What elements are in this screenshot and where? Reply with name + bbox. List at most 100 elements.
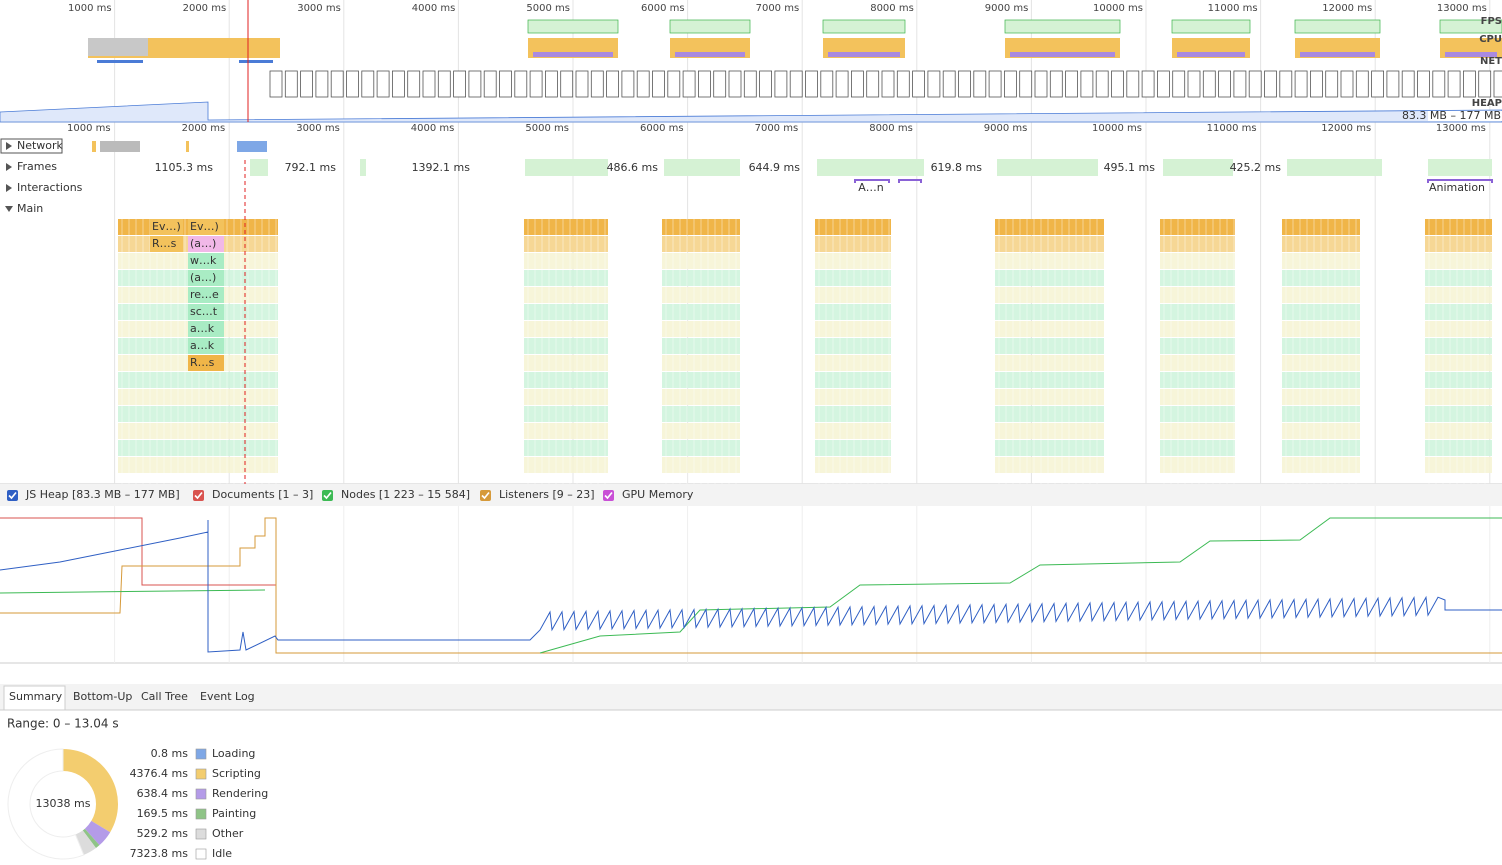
flame-entry-label: R…s <box>152 237 177 250</box>
fps-bar <box>669 19 751 34</box>
summary-category: Loading <box>212 747 255 760</box>
screenshot-thumb <box>789 70 803 98</box>
flame-block <box>524 304 608 320</box>
frame-bar <box>1287 159 1382 176</box>
screenshot-thumb <box>621 70 635 98</box>
flame-block <box>815 372 891 388</box>
flame-block <box>524 355 608 371</box>
summary-category: Idle <box>212 847 232 860</box>
flame-block <box>1160 440 1235 456</box>
screenshot-thumb <box>514 70 528 98</box>
overview-tick-label: 13000 ms <box>1437 3 1487 14</box>
overview-tick-label: 1000 ms <box>68 3 112 14</box>
screenshot-thumb <box>636 70 650 98</box>
screenshot-thumb <box>728 70 742 98</box>
flame-block <box>815 304 891 320</box>
expand-toggle[interactable] <box>6 163 12 171</box>
fps-bar <box>822 19 906 34</box>
interaction-label: A…n <box>858 181 884 194</box>
screenshot-thumb <box>927 70 941 98</box>
flame-block <box>1160 406 1235 422</box>
legend-checkbox[interactable] <box>603 490 614 501</box>
tab[interactable]: Bottom-Up <box>73 690 132 703</box>
screenshot-thumb <box>1202 70 1216 98</box>
screenshot-thumb <box>1264 70 1277 98</box>
flame-block <box>995 304 1104 320</box>
flame-block <box>995 355 1104 371</box>
flame-block <box>995 321 1104 337</box>
expand-toggle[interactable] <box>6 142 12 150</box>
timeline-tick-label: 8000 ms <box>869 123 913 134</box>
frame-bar <box>1163 159 1233 176</box>
track-label[interactable]: Interactions <box>17 181 83 194</box>
flame-entry <box>188 219 224 235</box>
screenshot-thumb <box>560 70 574 98</box>
flame-block <box>524 457 608 473</box>
network-request <box>92 141 96 152</box>
flame-block <box>1425 457 1492 473</box>
flame-block <box>1160 236 1235 252</box>
flame-block <box>524 321 608 337</box>
legend-checkbox[interactable] <box>322 490 333 501</box>
screenshot-thumb <box>407 70 421 98</box>
screenshot-thumb <box>896 70 910 98</box>
donut-segment <box>75 830 96 855</box>
screenshot-thumb <box>713 70 727 98</box>
flame-block <box>1425 338 1492 354</box>
fps-bar <box>1004 19 1121 34</box>
screenshot-thumb <box>1248 70 1262 98</box>
screenshot-thumb <box>330 70 344 98</box>
screenshot-thumb <box>1126 70 1140 98</box>
flame-block <box>815 253 891 269</box>
tab[interactable]: Call Tree <box>141 690 188 703</box>
frame-duration: 486.6 ms <box>607 161 659 174</box>
net-bar <box>239 60 273 63</box>
screenshot-thumb <box>1187 70 1201 98</box>
js-heap-line <box>0 520 1502 653</box>
legend-checkbox[interactable] <box>7 490 18 501</box>
summary-swatch <box>195 788 207 800</box>
screenshot-thumb <box>1417 70 1430 98</box>
track-label[interactable]: Main <box>17 202 43 215</box>
flame-block <box>995 219 1104 235</box>
screenshot-thumb <box>1111 70 1124 98</box>
screenshot-thumb <box>483 70 497 98</box>
screenshot-thumb <box>422 70 436 98</box>
ruler-bg <box>0 122 1502 138</box>
legend-checkbox[interactable] <box>480 490 491 501</box>
screenshot-thumb <box>1340 70 1354 98</box>
screenshot-thumb <box>881 70 895 98</box>
flame-block <box>815 423 891 439</box>
summary-category: Painting <box>212 807 256 820</box>
tab[interactable]: Summary <box>9 690 63 703</box>
flame-entry-label: re…e <box>190 288 219 301</box>
screenshot-thumb <box>1371 70 1384 98</box>
frame-bar <box>1428 159 1492 176</box>
flame-block <box>815 440 891 456</box>
flame-block <box>1425 406 1492 422</box>
flame-entry <box>188 287 224 303</box>
flame-entry <box>188 270 224 286</box>
summary-swatch <box>195 848 207 860</box>
track-label[interactable]: Frames <box>17 160 57 173</box>
screenshot-thumb <box>1080 70 1094 98</box>
flame-block <box>815 236 891 252</box>
legend-checkbox[interactable] <box>193 490 204 501</box>
flame-block <box>118 423 278 439</box>
overview-tick-label: 12000 ms <box>1322 3 1372 14</box>
heap-overview <box>0 101 1502 123</box>
overview-tick-label: 8000 ms <box>870 3 914 14</box>
flame-block <box>524 423 608 439</box>
donut-segment <box>82 828 100 849</box>
screenshot-thumb <box>575 70 589 98</box>
screenshot-thumb <box>1004 70 1017 98</box>
expand-toggle[interactable] <box>5 206 13 212</box>
documents-line <box>0 517 276 586</box>
flame-block <box>1160 253 1235 269</box>
screenshot-thumb <box>1095 70 1109 98</box>
expand-toggle[interactable] <box>6 184 12 192</box>
checkmark <box>604 491 613 500</box>
tab[interactable]: Event Log <box>200 690 255 703</box>
track-label[interactable]: Network <box>17 139 64 152</box>
screenshot-thumb <box>453 70 467 98</box>
